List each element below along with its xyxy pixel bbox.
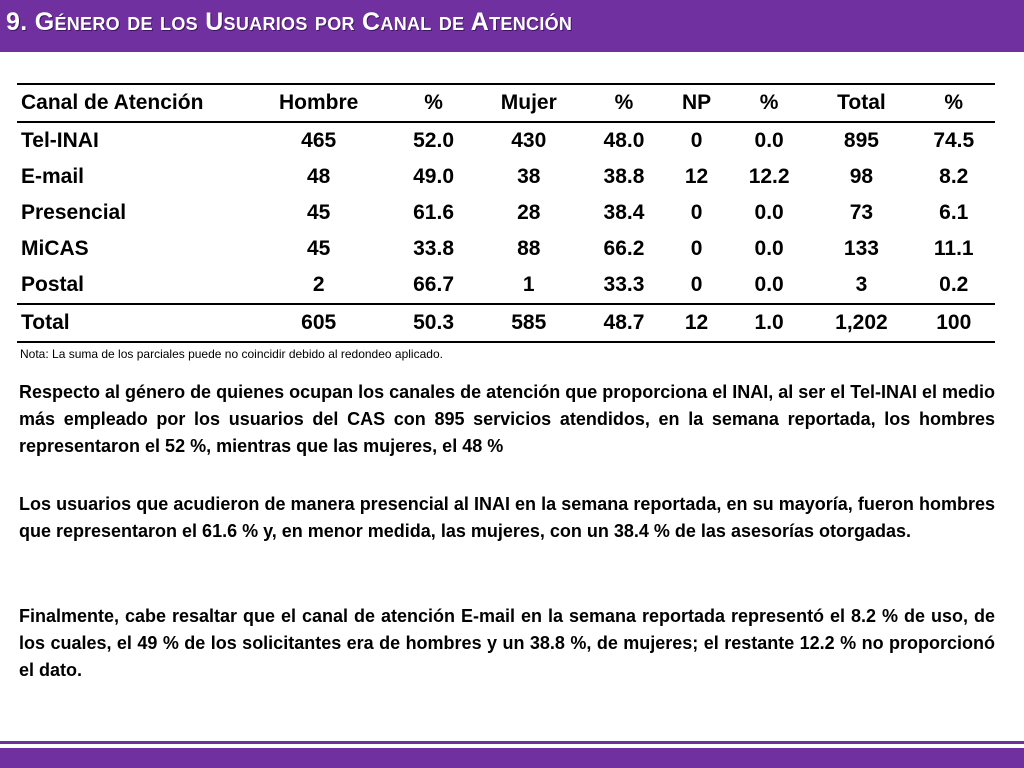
cell-np: 12 xyxy=(665,303,728,343)
cell-total: 98 xyxy=(849,165,874,188)
cell-hombre-pct: 50.3 xyxy=(392,303,475,343)
cell-canal: Postal xyxy=(21,273,85,296)
cell-mujer-pct: 66.2 xyxy=(603,237,645,260)
cell-mujer: 430 xyxy=(511,129,547,152)
cell-np-pct: 0.0 xyxy=(754,273,784,296)
cell-hombre-pct: 66.7 xyxy=(413,273,454,296)
cell-mujer-pct: 48.0 xyxy=(603,129,645,152)
col-header-np-pct: % xyxy=(727,84,811,123)
cell-mujer: 38 xyxy=(517,165,541,188)
cell-total: 1,202 xyxy=(810,303,913,343)
cell-mujer-pct: 48.7 xyxy=(582,303,666,343)
cell-hombre-pct: 52.0 xyxy=(413,129,454,152)
col-header-canal: Canal de Atención xyxy=(17,84,245,123)
cell-mujer: 585 xyxy=(474,303,583,343)
title-bar: 9. Género de los Usuarios por Canal de A… xyxy=(0,0,1024,52)
cell-np-pct: 12.2 xyxy=(748,165,790,188)
cell-hombre: 45 xyxy=(306,201,331,224)
cell-mujer-pct: 38.4 xyxy=(603,201,645,224)
cell-np: 0 xyxy=(690,129,703,152)
cell-total-pct: 8.2 xyxy=(939,165,969,188)
paragraph-email: Finalmente, cabe resaltar que el canal d… xyxy=(19,606,995,680)
cell-mujer-pct: 38.8 xyxy=(603,165,645,188)
cell-hombre: 605 xyxy=(245,303,393,343)
table-footnote: Nota: La suma de los parciales puede no … xyxy=(20,347,443,361)
footer-bar xyxy=(0,748,1024,768)
cell-np-pct: 0.0 xyxy=(754,129,784,152)
cell-canal: MiCAS xyxy=(21,237,89,260)
cell-np: 0 xyxy=(690,273,703,296)
cell-hombre: 45 xyxy=(306,237,331,260)
col-header-total-pct: % xyxy=(912,84,995,123)
cell-mujer: 28 xyxy=(517,201,541,224)
cell-hombre-pct: 33.8 xyxy=(413,237,454,260)
cell-total-pct: 74.5 xyxy=(933,129,975,152)
cell-np: 12 xyxy=(684,165,709,188)
cell-mujer-pct: 33.3 xyxy=(603,273,645,296)
col-header-np: NP xyxy=(665,84,728,123)
cell-np: 0 xyxy=(690,201,703,224)
footer-divider xyxy=(0,741,1024,744)
cell-total: 73 xyxy=(849,201,874,224)
table-row: Postal 2 66.7 1 33.3 0 0.0 3 0.2 xyxy=(17,267,995,304)
table-row: E-mail 48 49.0 38 38.8 12 12.2 98 8.2 xyxy=(17,159,995,195)
cell-total-pct: 100 xyxy=(912,303,995,343)
col-header-total: Total xyxy=(810,84,913,123)
cell-total: 895 xyxy=(843,129,879,152)
cell-mujer: 1 xyxy=(522,273,535,296)
table-row: Tel-INAI 465 52.0 430 48.0 0 0.0 895 74.… xyxy=(17,122,995,159)
table-header-row: Canal de Atención Hombre % Mujer % NP % … xyxy=(17,84,995,123)
cell-canal: Presencial xyxy=(21,201,127,224)
cell-total-pct: 6.1 xyxy=(939,201,969,224)
slide-title: 9. Género de los Usuarios por Canal de A… xyxy=(6,8,573,36)
cell-np-pct: 0.0 xyxy=(754,237,784,260)
cell-hombre-pct: 61.6 xyxy=(413,201,454,224)
cell-np: 0 xyxy=(690,237,703,260)
cell-total: 3 xyxy=(855,273,868,296)
col-header-mujer-pct: % xyxy=(582,84,666,123)
cell-mujer: 88 xyxy=(517,237,541,260)
gender-by-channel-table: Canal de Atención Hombre % Mujer % NP % … xyxy=(17,83,995,343)
table-total-row: Total 605 50.3 585 48.7 12 1.0 1,202 100 xyxy=(17,303,995,343)
paragraph-presencial: Los usuarios que acudieron de manera pre… xyxy=(19,494,995,541)
col-header-mujer: Mujer xyxy=(474,84,583,123)
col-header-hombre-pct: % xyxy=(392,84,475,123)
col-header-hombre: Hombre xyxy=(245,84,393,123)
cell-np-pct: 1.0 xyxy=(727,303,811,343)
cell-hombre: 48 xyxy=(306,165,331,188)
cell-canal: Tel-INAI xyxy=(21,129,99,152)
cell-hombre-pct: 49.0 xyxy=(413,165,454,188)
cell-canal: Total xyxy=(17,303,245,343)
cell-total: 133 xyxy=(843,237,879,260)
cell-np-pct: 0.0 xyxy=(754,201,784,224)
table-row: MiCAS 45 33.8 88 66.2 0 0.0 133 11.1 xyxy=(17,231,995,267)
table-row: Presencial 45 61.6 28 38.4 0 0.0 73 6.1 xyxy=(17,195,995,231)
cell-total-pct: 11.1 xyxy=(933,237,974,260)
cell-total-pct: 0.2 xyxy=(939,273,969,296)
cell-hombre: 465 xyxy=(301,129,337,152)
paragraph-tel-inai: Respecto al género de quienes ocupan los… xyxy=(19,382,995,456)
cell-hombre: 2 xyxy=(312,273,325,296)
cell-canal: E-mail xyxy=(21,165,85,188)
